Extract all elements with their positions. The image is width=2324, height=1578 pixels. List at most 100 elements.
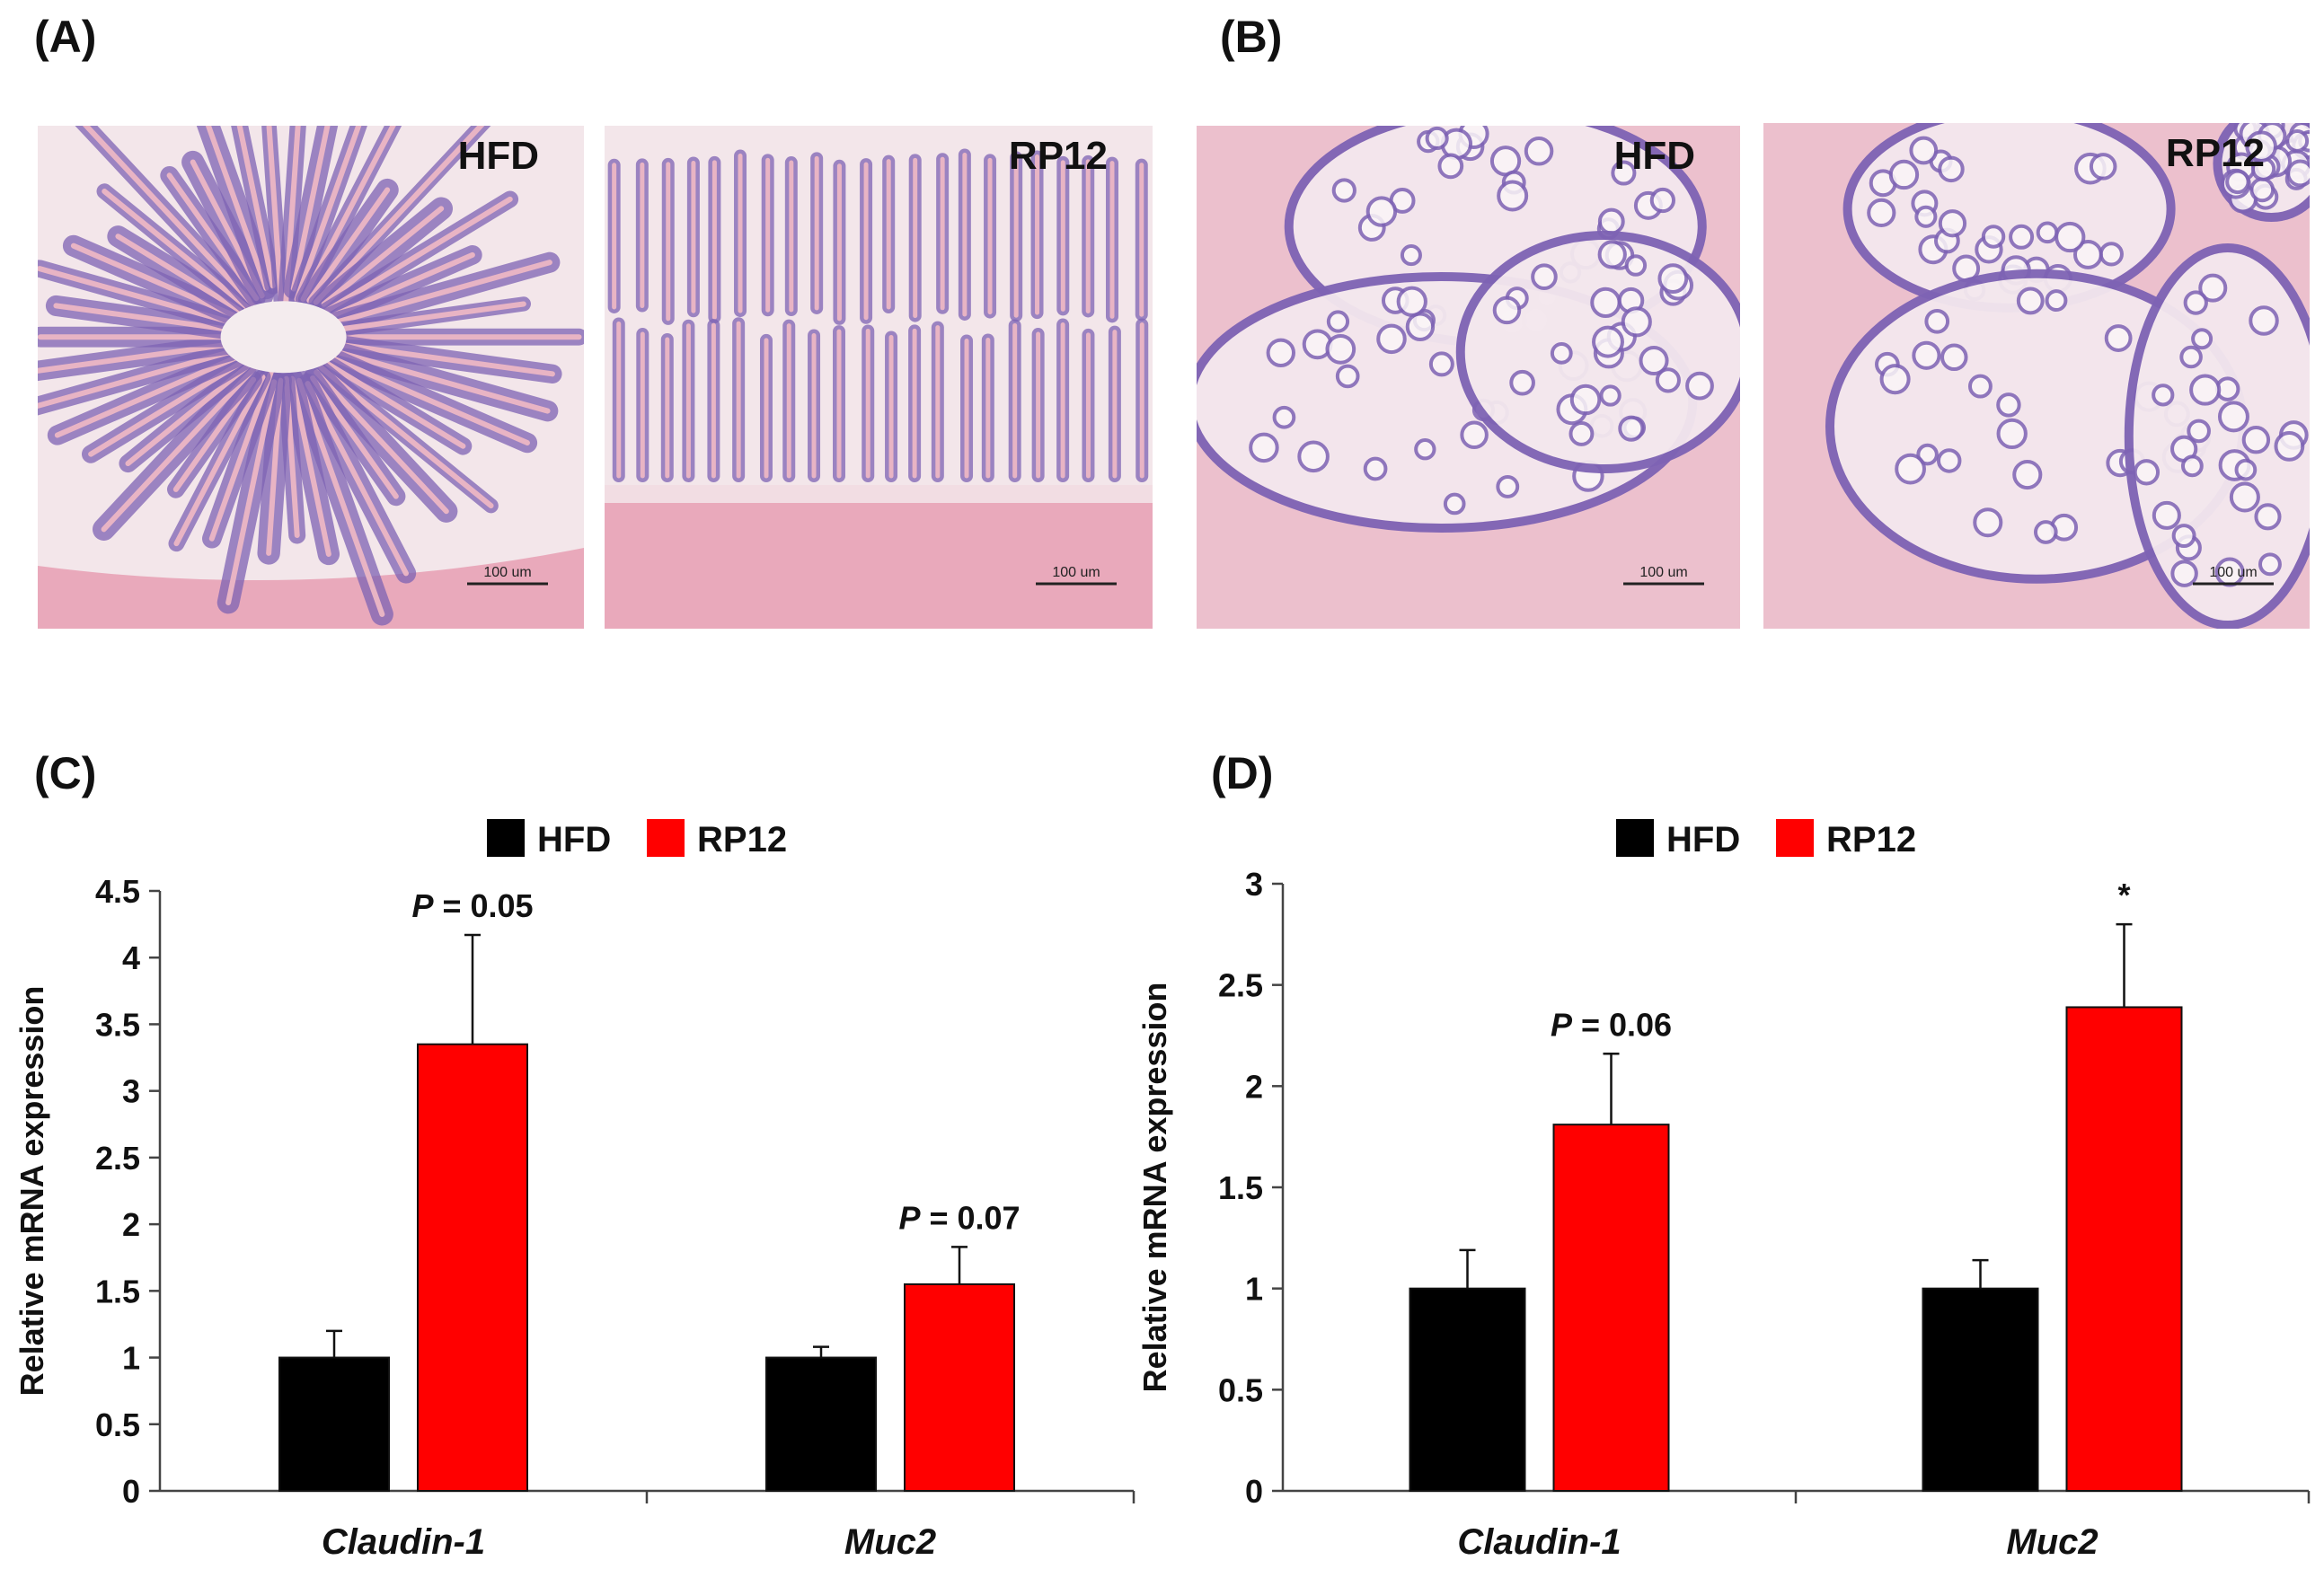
crypt: [1916, 443, 1939, 466]
x-tick-label: Muc2: [844, 1522, 936, 1562]
villus-core: [323, 352, 530, 446]
crypt: [1639, 345, 1669, 376]
villus-core: [321, 345, 551, 414]
crypt: [1599, 384, 1621, 407]
tissue-layer: [1763, 123, 2310, 629]
crypt: [1568, 421, 1595, 446]
crypt: [1396, 286, 1427, 317]
muscle-layer: [38, 548, 584, 629]
panel-label-d: (D): [1211, 748, 1274, 798]
crypt: [2171, 524, 2196, 549]
crypt: [2241, 426, 2271, 454]
crypt: [1867, 198, 1896, 228]
tissue-layer: [605, 148, 1153, 629]
significance-annotation: P = 0.06: [1551, 1006, 1672, 1043]
y-tick-label: 0: [1245, 1473, 1263, 1510]
y-tick-label: 1.5: [1218, 1169, 1263, 1206]
villus-core: [294, 126, 362, 303]
p-value: *: [2117, 877, 2130, 913]
crypt: [2089, 153, 2117, 181]
y-tick-label: 4.5: [95, 873, 140, 910]
legend-label-rp12: RP12: [1826, 820, 1916, 860]
villus-core: [318, 365, 494, 509]
crypt: [1655, 367, 1681, 393]
y-tick-label: 4: [122, 939, 140, 976]
crypt: [2170, 560, 2198, 587]
villus-core: [115, 234, 243, 313]
crypt: [1325, 334, 1356, 365]
crypt: [1879, 364, 1911, 395]
villus-core: [305, 381, 409, 577]
y-tick-label: 0.5: [95, 1406, 140, 1443]
significance-annotation: P = 0.07: [898, 1199, 1020, 1236]
villus-core: [296, 377, 385, 617]
p-value: = 0.06: [1572, 1006, 1672, 1043]
crypt: [1363, 456, 1388, 481]
crypt: [2152, 383, 2175, 407]
crypt: [1531, 263, 1558, 291]
p-symbol: P: [411, 887, 434, 924]
y-axis-label: Relative mRNA expression: [13, 986, 50, 1397]
crypt: [1938, 209, 1967, 238]
villus-core: [173, 374, 266, 547]
crypt: [2189, 374, 2222, 406]
crypt: [1335, 364, 1360, 389]
y-tick-label: 3.5: [95, 1006, 140, 1043]
crypt: [2036, 221, 2059, 244]
crypt: [2191, 328, 2214, 350]
crypt: [2274, 430, 2305, 462]
villus-core: [38, 345, 248, 409]
lumen: [220, 301, 347, 374]
crypt: [1624, 254, 1648, 277]
crypt: [1888, 159, 1920, 190]
crypt: [2225, 169, 2250, 195]
villus-core: [82, 126, 261, 313]
crypt: [2245, 130, 2277, 163]
crypt: [1618, 415, 1645, 442]
micrograph-b-hfd: HFD 100 um: [1197, 126, 1740, 629]
bar-rp12-claudin-1: [1552, 1124, 1670, 1492]
panel-label-c: (C): [34, 748, 97, 798]
chart-d-svg: HFD RP12 Relative mRNA expression 0 0.5 1 1.5 2…: [1136, 819, 2311, 1562]
legend-swatch-hfd: [487, 819, 525, 857]
crypt: [1266, 338, 1296, 368]
crypt: [1365, 196, 1398, 227]
y-tick-label: 1: [122, 1340, 140, 1377]
villus-core: [101, 365, 258, 533]
crypt: [1909, 136, 1939, 165]
villus-core: [300, 126, 396, 303]
micrograph-a-rp12: RP12 100 um: [605, 126, 1153, 629]
crypt: [1914, 205, 1938, 228]
micrograph-label: RP12: [2166, 131, 2265, 175]
legend-swatch-rp12: [1776, 819, 1814, 857]
y-tick-label: 2.5: [95, 1140, 140, 1177]
crypt: [1996, 392, 2021, 418]
crypt: [1938, 155, 1965, 183]
crypt: [1569, 383, 1602, 416]
bar-rp12-muc2: [2065, 1006, 2183, 1493]
crypt: [1550, 341, 1573, 365]
scale-bar-label: 100 um: [483, 565, 531, 580]
bar-rp12-muc2: [904, 1283, 1015, 1493]
villus-core: [313, 126, 485, 305]
villus-core: [320, 339, 555, 377]
crypt: [2258, 552, 2282, 577]
villus-core: [125, 362, 252, 467]
crypt: [1657, 263, 1689, 295]
villus-core: [205, 126, 270, 291]
y-axis-label: Relative mRNA expression: [1136, 983, 1173, 1393]
villus-core: [38, 340, 235, 374]
villus-core: [320, 196, 513, 316]
crypt: [1996, 418, 2028, 450]
x-tick-label: Muc2: [2006, 1522, 2098, 1562]
crypt: [2187, 419, 2211, 444]
micrograph-label: HFD: [1614, 134, 1695, 178]
crypt: [1497, 180, 1529, 212]
crypt: [1912, 340, 1941, 370]
y-tick-label: 2.5: [1218, 967, 1263, 1004]
crypt: [1621, 306, 1652, 338]
crypt: [1611, 160, 1637, 186]
crypt: [1649, 187, 1676, 214]
micrograph-svg: RP12 100 um: [1763, 123, 2310, 629]
crypt: [2152, 500, 2181, 530]
